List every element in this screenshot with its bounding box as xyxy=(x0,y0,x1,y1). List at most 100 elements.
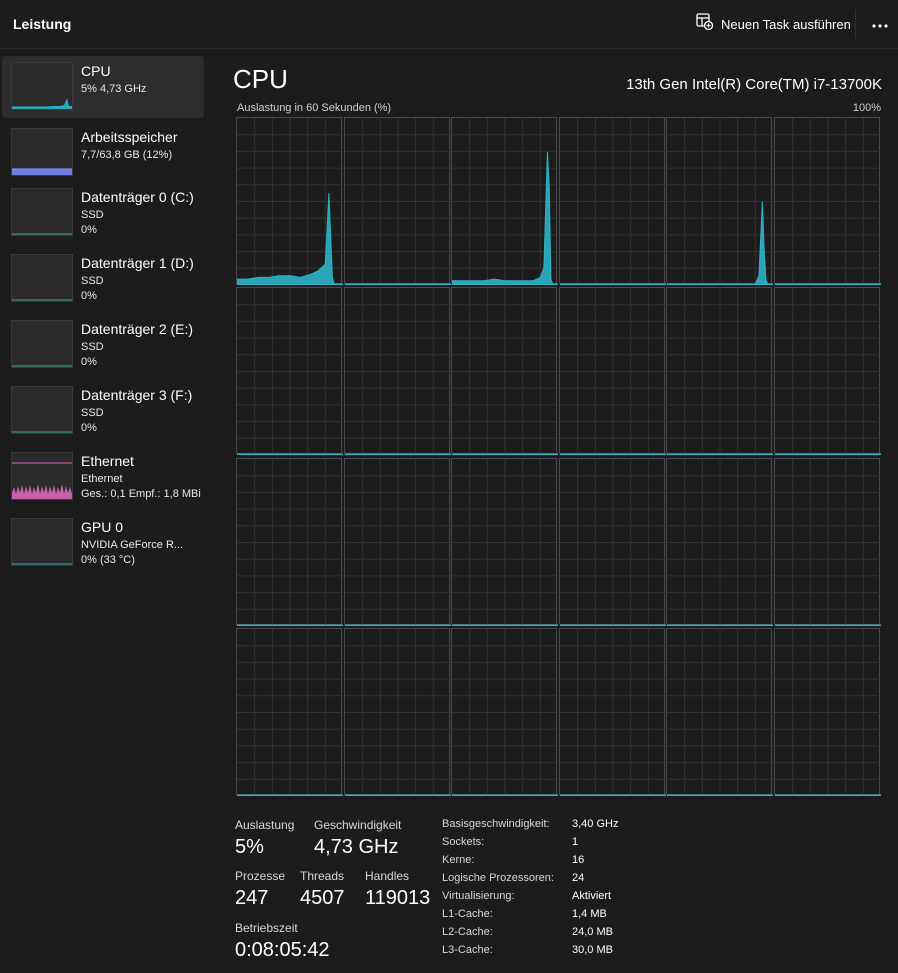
logical-processor-graph xyxy=(343,457,451,626)
logical-processor-graph xyxy=(236,627,343,796)
processor-graph-svg xyxy=(559,628,666,796)
property-value: 16 xyxy=(572,854,585,866)
logical-processor-graph xyxy=(343,627,451,796)
disk-2-thumbnail-graph xyxy=(11,320,73,368)
processor-graph-svg xyxy=(559,288,666,456)
top-bar: Leistung Neuen Task ausführen xyxy=(0,0,898,49)
property-value: 3,40 GHz xyxy=(572,818,619,830)
sidebar-item-detail: 5% 4,73 GHz xyxy=(81,83,147,95)
property-key: Sockets: xyxy=(442,836,485,848)
logical-processor-graph xyxy=(236,117,343,285)
sidebar-item-title: Datenträger 2 (E:) xyxy=(81,321,194,337)
logical-processor-graph xyxy=(774,457,881,626)
property-key: L2-Cache: xyxy=(442,926,493,938)
sidebar-item-usage: 0% xyxy=(81,224,97,236)
processor-utilization-area xyxy=(775,453,881,456)
logical-processor-graph xyxy=(558,287,666,456)
logical-processor-graph xyxy=(666,457,774,626)
cpu-model-name: 13th Gen Intel(R) Core(TM) i7-13700K xyxy=(626,76,882,93)
sidebar-item-usage: 0% xyxy=(81,422,97,434)
processor-graph-svg xyxy=(667,288,774,456)
processor-utilization-area xyxy=(452,151,559,285)
sidebar-item-adapter: Ethernet xyxy=(81,473,123,485)
sidebar-item-gpu-usage: 0% (33 °C) xyxy=(81,554,135,566)
sidebar-item-disk-3[interactable]: Datenträger 3 (F:) SSD 0% xyxy=(2,380,204,442)
processor-graph-svg xyxy=(452,628,559,796)
sidebar-item-title: Datenträger 3 (F:) xyxy=(81,387,193,403)
stat-processes: Prozesse 247 xyxy=(235,869,285,910)
sidebar-item-type: SSD xyxy=(81,407,104,419)
sidebar-item-title: Datenträger 0 (C:) xyxy=(81,189,194,205)
logical-processor-graph xyxy=(774,117,881,285)
sidebar-item-detail: 7,7/63,8 GB (12%) xyxy=(81,149,173,161)
run-new-task-button[interactable]: Neuen Task ausführen xyxy=(696,12,851,36)
page-title: Leistung xyxy=(13,16,72,32)
processor-utilization-area xyxy=(452,453,559,456)
processor-graph-svg xyxy=(559,458,666,626)
logical-processor-graph xyxy=(666,627,774,796)
processor-graph-svg xyxy=(667,628,774,796)
processor-utilization-area xyxy=(559,624,666,626)
logical-processor-graph xyxy=(451,457,559,626)
processor-utilization-area xyxy=(667,201,774,285)
logical-processor-graph xyxy=(236,457,343,626)
processor-utilization-area xyxy=(559,453,666,456)
stat-handles: Handles 119013 xyxy=(365,869,430,910)
sidebar-item-ethernet[interactable]: Ethernet Ethernet Ges.: 0,1 Empf.: 1,8 M… xyxy=(2,446,204,508)
logical-processor-graph xyxy=(666,287,774,456)
processor-graph-svg xyxy=(667,458,774,626)
stat-value: 247 xyxy=(235,887,269,909)
stat-label: Prozesse xyxy=(235,869,286,883)
processor-graph-svg xyxy=(559,118,666,285)
more-dots-icon xyxy=(872,15,888,33)
processor-graph-svg xyxy=(344,288,451,456)
processor-utilization-area xyxy=(559,794,666,796)
run-new-task-label: Neuen Task ausführen xyxy=(721,16,851,32)
sidebar-item-disk-2[interactable]: Datenträger 2 (E:) SSD 0% xyxy=(2,314,204,376)
logical-processor-graph xyxy=(343,287,451,456)
property-key: L1-Cache: xyxy=(442,908,493,920)
property-value: 1,4 MB xyxy=(572,908,607,920)
processor-graph-svg xyxy=(452,458,559,626)
processor-graph-svg xyxy=(237,118,343,285)
sidebar-item-memory[interactable]: Arbeitsspeicher 7,7/63,8 GB (12%) xyxy=(2,122,204,184)
sidebar-item-disk-1[interactable]: Datenträger 1 (D:) SSD 0% xyxy=(2,248,204,310)
processor-utilization-area xyxy=(775,283,881,285)
property-value: 24 xyxy=(572,872,585,884)
logical-processor-graph xyxy=(774,627,881,796)
stat-label: Geschwindigkeit xyxy=(314,818,402,832)
processor-utilization-area xyxy=(237,624,343,626)
logical-processor-graph xyxy=(236,287,343,456)
processor-utilization-area xyxy=(667,624,774,626)
processor-graph-svg xyxy=(775,628,881,796)
sidebar-item-gpu[interactable]: GPU 0 NVIDIA GeForce R... 0% (33 °C) xyxy=(2,512,204,574)
logical-processor-graph xyxy=(451,627,559,796)
sidebar-item-cpu[interactable]: CPU 5% 4,73 GHz xyxy=(2,56,204,118)
logical-processor-graph-grid xyxy=(236,117,881,796)
sidebar-item-usage: 0% xyxy=(81,290,97,302)
sidebar-item-throughput: Ges.: 0,1 Empf.: 1,8 MBi xyxy=(81,488,201,500)
logical-processor-graph xyxy=(558,457,666,626)
stat-utilization: Auslastung 5% xyxy=(235,818,294,859)
stat-threads: Threads 4507 xyxy=(300,869,345,910)
stat-value: 4507 xyxy=(300,887,345,909)
stat-value: 4,73 GHz xyxy=(314,836,399,858)
more-options-button[interactable] xyxy=(866,12,894,36)
processor-graph-svg xyxy=(775,118,881,285)
toolbar-divider xyxy=(855,10,856,38)
processor-graph-svg xyxy=(344,628,451,796)
cpu-stats: Auslastung 5% Geschwindigkeit 4,73 GHz P… xyxy=(235,818,435,968)
disk-3-thumbnail-graph xyxy=(11,386,73,434)
logical-processor-graph xyxy=(558,117,666,285)
property-key: Kerne: xyxy=(442,854,475,866)
sidebar-item-type: SSD xyxy=(81,275,104,287)
stat-label: Handles xyxy=(365,869,410,883)
property-key: Logische Prozessoren: xyxy=(442,872,554,884)
processor-utilization-area xyxy=(667,453,774,456)
disk-1-thumbnail-graph xyxy=(11,254,73,302)
stat-uptime: Betriebszeit 0:08:05:42 xyxy=(235,921,330,962)
sidebar-item-disk-0[interactable]: Datenträger 0 (C:) SSD 0% xyxy=(2,182,204,244)
main-title: CPU xyxy=(233,64,288,94)
stat-label: Threads xyxy=(300,869,345,883)
sidebar-item-title: GPU 0 xyxy=(81,519,124,535)
